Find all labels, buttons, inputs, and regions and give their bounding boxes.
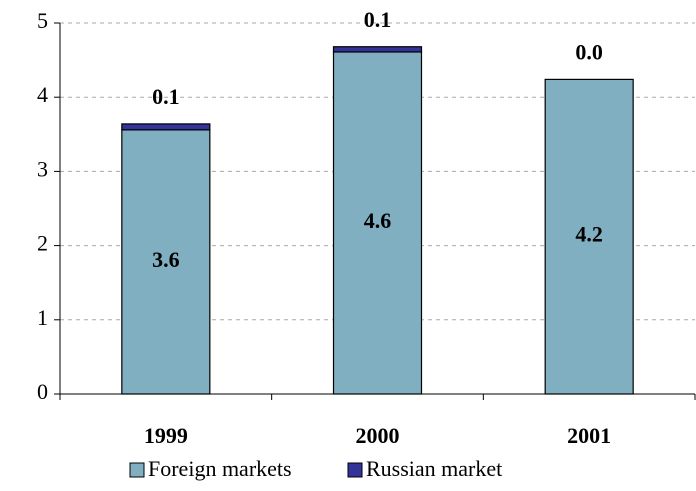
- data-label: 4.6: [364, 208, 392, 233]
- legend-swatch: [347, 462, 363, 478]
- x-tick-label b: 2000: [356, 423, 400, 448]
- legend-label: Foreign markets: [148, 456, 292, 481]
- y-tick-label: 0: [37, 379, 48, 404]
- bar-segment: [544, 78, 634, 395]
- data-label: 0.1: [364, 7, 392, 32]
- bar-segment: [121, 129, 211, 395]
- y-tick-label: 5: [37, 8, 48, 33]
- y-tick-label: 1: [37, 305, 48, 330]
- x-tick-label b: 2001: [567, 423, 611, 448]
- y-tick-label: 3: [37, 156, 48, 181]
- x-tick-label b: 1999: [144, 423, 188, 448]
- y-tick-label: 4: [37, 82, 48, 107]
- data-label: 3.6: [152, 247, 180, 272]
- data-label: 0.1: [152, 84, 180, 109]
- legend-label: Russian market: [366, 456, 502, 481]
- y-tick-label: 2: [37, 231, 48, 256]
- bar-segment: [332, 46, 423, 53]
- bar-segment: [332, 51, 423, 395]
- data-label: 4.2: [575, 222, 603, 247]
- bar-segment: [121, 123, 211, 131]
- data-label: 0.0: [575, 39, 603, 64]
- legend-swatch: [129, 462, 145, 478]
